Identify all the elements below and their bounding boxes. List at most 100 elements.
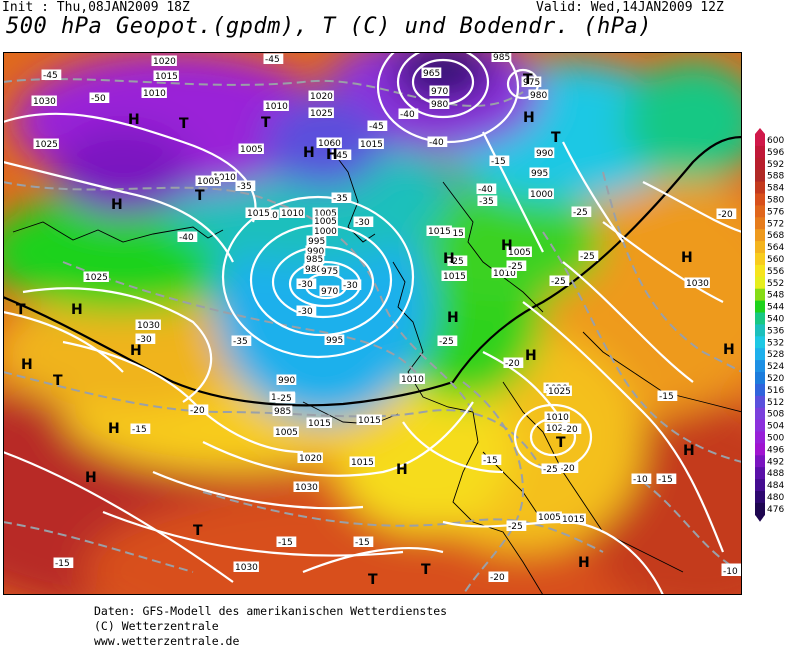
isobar-label: 1010	[143, 89, 166, 99]
legend-label: 576	[767, 207, 784, 217]
map-title: 500 hPa Geopot.(gpdm), T (C) und Bodendr…	[6, 14, 653, 39]
pressure-center: T	[421, 562, 431, 578]
legend-swatch	[755, 395, 765, 409]
legend-swatch	[755, 407, 765, 421]
isotherm-label: -30	[343, 281, 358, 291]
isotherm-label: -35	[237, 182, 252, 192]
isotherm-label: -25	[551, 277, 566, 287]
isotherm-label: -15	[355, 538, 370, 548]
legend-swatch	[755, 419, 765, 432]
isobar-label: 965	[423, 69, 440, 79]
legend-label: 596	[767, 148, 784, 158]
pressure-center: H	[21, 357, 33, 373]
legend-label: 476	[767, 505, 784, 515]
pressure-center: T	[368, 572, 378, 588]
isotherm-label: -25	[573, 208, 588, 218]
isobar-label: 975	[523, 78, 540, 88]
legend-swatch	[755, 431, 765, 444]
isobar-label: 1010	[401, 375, 424, 385]
legend-swatch	[755, 372, 765, 385]
isotherm-label: -25	[277, 394, 292, 404]
isobar-label: 985	[274, 407, 291, 417]
isotherm-label: -45	[369, 122, 384, 132]
legend-label: 480	[767, 493, 784, 503]
pressure-center: H	[683, 443, 695, 459]
isotherm-label: -20	[190, 406, 205, 416]
isobar-label: 1005	[314, 217, 337, 227]
isobar-label: 1015	[562, 515, 585, 525]
pressure-center: H	[85, 470, 97, 486]
legend-swatch	[755, 288, 765, 302]
isobar-label: 995	[326, 336, 343, 346]
isobar-label: 985	[306, 255, 323, 265]
legend-swatch	[755, 145, 765, 159]
isobar-label: 1060	[318, 139, 341, 149]
isobar-label: 1030	[137, 321, 160, 331]
isotherm-label: -15	[132, 425, 147, 435]
isobar-label: 1010	[493, 269, 516, 279]
isobar-label: 970	[431, 87, 448, 97]
isotherm-label: -35	[233, 337, 248, 347]
legend-label: 532	[767, 338, 784, 348]
isotherm-label: -20	[560, 464, 575, 474]
isobar-label: 1005	[197, 177, 220, 187]
pressure-center: H	[71, 302, 83, 318]
isotherm-label: -20	[490, 573, 505, 583]
legend-label: 568	[767, 231, 784, 241]
legend-label: 504	[767, 422, 784, 432]
isobar-label: 1025	[546, 424, 569, 434]
legend-label: 584	[767, 184, 784, 194]
isotherm-label: -40	[400, 110, 415, 120]
isotherm-label: -40	[179, 233, 194, 243]
legend-label: 484	[767, 481, 784, 491]
pressure-center: T	[193, 523, 203, 539]
isotherm-label: -25	[449, 257, 464, 267]
isobar-label: 1010	[213, 173, 236, 183]
legend-label: 488	[767, 469, 784, 479]
legend-label: 516	[767, 386, 784, 396]
isobar-label: 980	[431, 100, 448, 110]
isobar-label: 1020	[153, 57, 176, 67]
legend-swatch	[755, 383, 765, 397]
pressure-center: H	[303, 145, 315, 161]
pressure-center: H	[326, 147, 338, 163]
legend-label: 560	[767, 255, 784, 265]
isobar-label: 1030	[686, 279, 709, 289]
pressure-center: H	[525, 348, 537, 364]
isotherm-label: -30	[298, 280, 313, 290]
isobar-label: 1015	[443, 272, 466, 282]
isobar-label: 990	[536, 149, 553, 159]
legend-swatch	[755, 253, 765, 266]
legend-swatch	[755, 157, 765, 171]
legend-label: 580	[767, 195, 784, 205]
isobar-label: 995	[308, 237, 325, 247]
pressure-center: H	[447, 310, 459, 326]
valid-time: Valid: Wed,14JAN2009 12Z	[536, 0, 724, 15]
isobar-label: 1005	[508, 248, 531, 258]
isotherm-label: -35	[479, 197, 494, 207]
pressure-center: T	[53, 373, 63, 389]
isobar-label: 1015	[358, 416, 381, 426]
pressure-center: H	[130, 343, 142, 359]
legend-label: 536	[767, 326, 784, 336]
legend-label: 540	[767, 314, 784, 324]
pressure-center: H	[681, 250, 693, 266]
isotherm-label: -40	[478, 185, 493, 195]
isobar-label: 1015	[247, 209, 270, 219]
legend-swatch	[755, 241, 765, 254]
legend-swatch	[755, 181, 765, 194]
isobar-label: 1010	[265, 102, 288, 112]
legend-swatch	[755, 324, 765, 337]
isotherm-label: -20	[718, 210, 733, 220]
isobar-label: 1020	[310, 92, 333, 102]
isobar-label: 970	[321, 287, 338, 297]
isotherm-label: -45	[265, 55, 280, 65]
isotherm-label: -15	[659, 392, 674, 402]
pressure-center: H	[443, 251, 455, 267]
isobar-label: 1030	[295, 483, 318, 493]
isobar-label: 1015	[351, 458, 374, 468]
legend-swatch	[755, 205, 765, 218]
isotherm-label: -30	[137, 335, 152, 345]
legend-swatch	[755, 443, 765, 456]
